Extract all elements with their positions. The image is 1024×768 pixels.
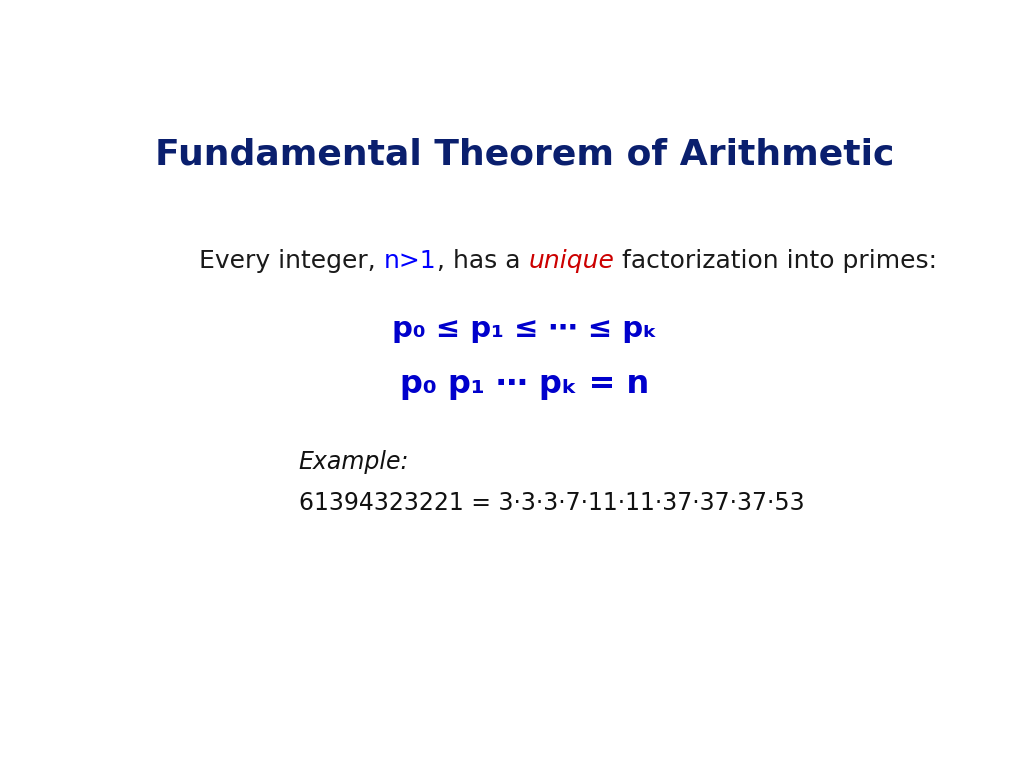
Text: Every integer,: Every integer,: [200, 249, 384, 273]
Text: n>1: n>1: [384, 249, 437, 273]
Text: Example:: Example:: [299, 450, 410, 474]
Text: Fundamental Theorem of Arithmetic: Fundamental Theorem of Arithmetic: [155, 137, 895, 171]
Text: p₀ p₁ ⋯ pₖ = n: p₀ p₁ ⋯ pₖ = n: [400, 369, 649, 400]
Text: 61394323221 = 3·3·3·7·11·11·37·37·37·53: 61394323221 = 3·3·3·7·11·11·37·37·37·53: [299, 492, 804, 515]
Text: unique: unique: [528, 249, 614, 273]
Text: p₀ ≤ p₁ ≤ ⋯ ≤ pₖ: p₀ ≤ p₁ ≤ ⋯ ≤ pₖ: [392, 315, 657, 343]
Text: , has a: , has a: [437, 249, 528, 273]
Text: factorization into primes:: factorization into primes:: [614, 249, 937, 273]
